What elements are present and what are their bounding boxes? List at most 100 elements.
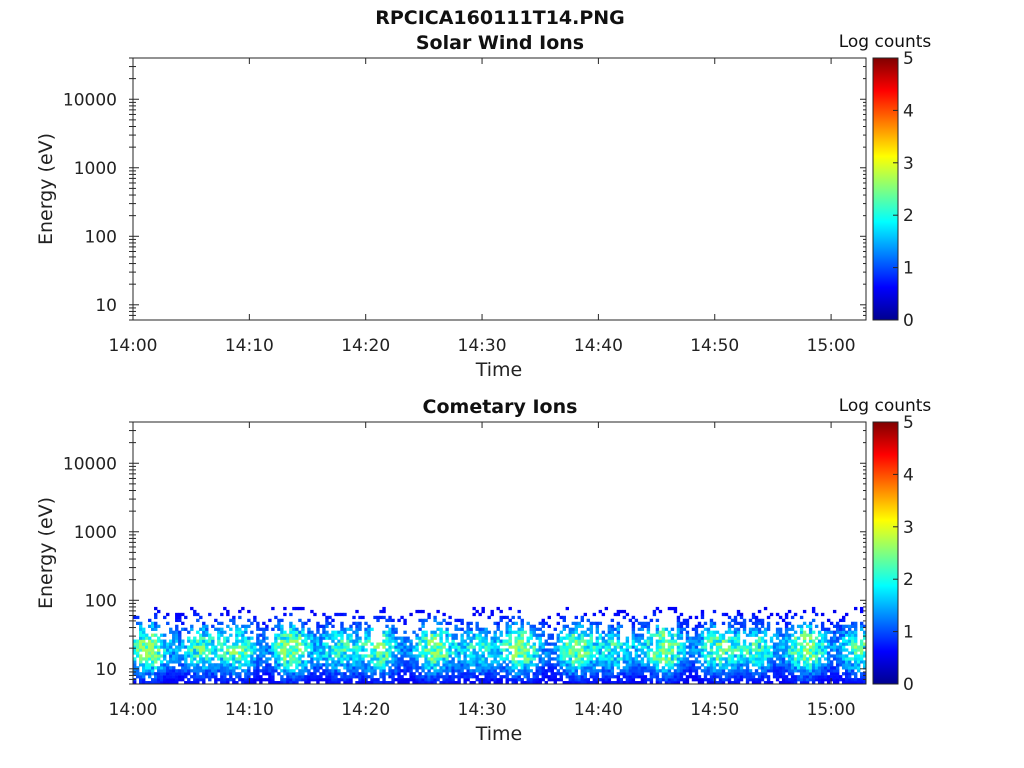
spectrogram-cell — [391, 654, 395, 658]
spectrogram-cell — [292, 630, 296, 634]
spectrogram-cell — [259, 657, 263, 661]
spectrogram-cell — [760, 621, 765, 626]
spectrogram-cell — [175, 633, 179, 637]
spectrogram-cell — [727, 624, 732, 628]
spectrogram-cell — [838, 651, 843, 655]
spectrogram-cell — [586, 627, 591, 631]
spectrogram-cell — [385, 639, 389, 643]
spectrogram-cell — [175, 645, 179, 649]
spectrogram-cell — [199, 648, 203, 652]
spectrogram-cell — [499, 654, 503, 658]
spectrogram-cell — [709, 651, 714, 655]
spectrogram-cell — [268, 666, 272, 670]
spectrogram-cell — [739, 678, 744, 682]
spectrogram-cell — [751, 621, 756, 626]
spectrogram-cell — [655, 648, 660, 652]
spectrogram-cell — [658, 636, 663, 640]
spectrogram-cell — [133, 657, 137, 661]
spectrogram-cell — [328, 669, 332, 673]
spectrogram-cell — [568, 630, 572, 634]
spectrogram-cell — [283, 648, 287, 652]
spectrogram-cell — [142, 681, 146, 685]
spectrogram-cell — [655, 654, 660, 658]
spectrogram-cell — [781, 645, 786, 649]
spectrogram-cell — [826, 630, 831, 634]
spectrogram-cell — [853, 624, 858, 628]
spectrogram-cell — [715, 663, 720, 667]
y-axis-label: Energy (eV) — [35, 497, 57, 609]
spectrogram-cell — [721, 657, 726, 661]
spectrogram-cell — [307, 627, 311, 631]
spectrogram-cell — [811, 678, 816, 682]
spectrogram-cell — [259, 642, 263, 646]
spectrogram-cell — [340, 621, 344, 626]
spectrogram-cell — [292, 654, 296, 658]
spectrogram-cell — [757, 636, 762, 640]
spectrogram-cell — [547, 654, 551, 658]
spectrogram-cell — [847, 660, 852, 664]
spectrogram-cell — [217, 678, 221, 682]
spectrogram-cell — [229, 645, 233, 649]
spectrogram-cell — [583, 633, 588, 637]
spectrogram-cell — [607, 657, 612, 661]
spectrogram-cell — [790, 624, 795, 628]
spectrogram-cell — [265, 627, 269, 631]
spectrogram-cell — [826, 639, 831, 643]
spectrogram-cell — [460, 651, 464, 655]
spectrogram-cell — [499, 657, 503, 661]
spectrogram-cell — [397, 660, 401, 664]
spectrogram-cell — [181, 663, 185, 667]
spectrogram-cell — [625, 675, 630, 679]
spectrogram-cell — [463, 663, 467, 667]
spectrogram-cell — [736, 681, 741, 685]
spectrogram-cell — [766, 669, 771, 673]
spectrogram-cell — [433, 648, 437, 652]
spectrogram-cell — [226, 666, 230, 670]
spectrogram-cell — [778, 666, 783, 670]
spectrogram-cell — [217, 627, 221, 631]
spectrogram-cell — [172, 630, 176, 634]
spectrogram-cell — [247, 675, 251, 679]
spectrogram-cell — [454, 648, 458, 652]
spectrogram-cell — [229, 633, 233, 637]
spectrogram-cell — [259, 675, 263, 679]
spectrogram-cell — [835, 645, 840, 649]
spectrogram-cell — [157, 666, 161, 670]
spectrogram-cell — [217, 636, 221, 640]
spectrogram-cell — [601, 675, 606, 679]
spectrogram-cell — [400, 636, 404, 640]
spectrogram-cell — [484, 675, 488, 679]
spectrogram-cell — [505, 642, 509, 646]
spectrogram-cell — [337, 645, 341, 649]
spectrogram-cell — [655, 681, 660, 685]
spectrogram-cell — [220, 660, 224, 664]
spectrogram-cell — [853, 606, 858, 611]
spectrogram-cell — [541, 642, 545, 646]
spectrogram-cell — [334, 669, 338, 673]
spectrogram-cell — [817, 663, 822, 667]
spectrogram-cell — [676, 678, 681, 682]
spectrogram-cell — [598, 648, 603, 652]
spectrogram-cell — [430, 639, 434, 643]
spectrogram-cell — [370, 651, 374, 655]
spectrogram-cell — [346, 669, 350, 673]
spectrogram-cell — [616, 627, 621, 631]
spectrogram-cell — [436, 621, 440, 626]
spectrogram-cell — [541, 630, 545, 634]
spectrogram-cell — [214, 666, 218, 670]
spectrogram-cell — [772, 651, 777, 655]
spectrogram-cell — [820, 621, 825, 626]
spectrogram-cell — [283, 666, 287, 670]
spectrogram-cell — [721, 633, 726, 637]
spectrogram-cell — [751, 660, 756, 664]
spectrogram-cell — [550, 648, 554, 652]
spectrogram-cell — [241, 645, 245, 649]
spectrogram-cell — [571, 675, 575, 679]
spectrogram-cell — [664, 681, 669, 685]
spectrogram-cell — [238, 657, 242, 661]
spectrogram-cell — [217, 630, 221, 634]
spectrogram-cell — [427, 615, 431, 620]
spectrogram-cell — [184, 657, 188, 661]
spectrogram-cell — [574, 672, 578, 676]
y-tick-label: 100 — [85, 591, 117, 611]
